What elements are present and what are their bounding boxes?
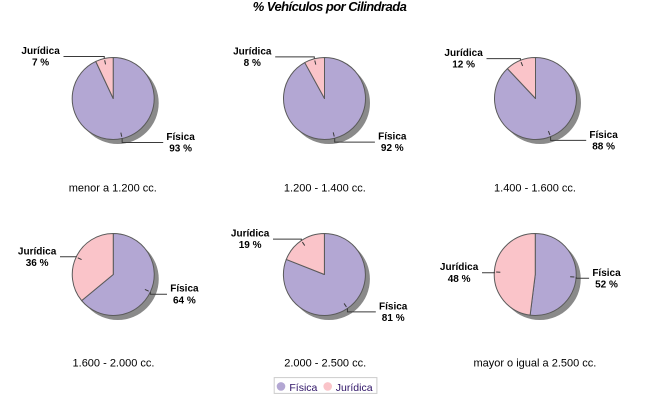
- svg-text:% Vehículos por Cilindrada: % Vehículos por Cilindrada: [253, 0, 407, 14]
- svg-text:36 %: 36 %: [26, 258, 49, 269]
- svg-text:92 %: 92 %: [381, 143, 404, 154]
- svg-text:Física: Física: [289, 382, 317, 394]
- svg-text:Jurídica: Jurídica: [18, 246, 57, 257]
- svg-text:mayor o igual a 2.500 cc.: mayor o igual a 2.500 cc.: [473, 357, 596, 369]
- svg-text:7 %: 7 %: [32, 58, 49, 69]
- svg-text:93 %: 93 %: [169, 144, 192, 155]
- svg-text:12 %: 12 %: [452, 60, 475, 71]
- svg-text:Jurídica: Jurídica: [21, 46, 60, 57]
- svg-text:2.000 - 2.500 cc.: 2.000 - 2.500 cc.: [284, 357, 366, 369]
- svg-text:Física: Física: [166, 132, 195, 143]
- svg-text:1.400 - 1.600 cc.: 1.400 - 1.600 cc.: [494, 182, 576, 194]
- svg-text:Jurídica: Jurídica: [444, 48, 483, 59]
- svg-text:Jurídica: Jurídica: [231, 229, 270, 240]
- svg-text:88 %: 88 %: [592, 142, 615, 153]
- svg-text:Jurídica: Jurídica: [440, 262, 479, 273]
- svg-text:Jurídica: Jurídica: [336, 382, 373, 394]
- svg-text:Jurídica: Jurídica: [233, 46, 272, 57]
- svg-text:menor a 1.200 cc.: menor a 1.200 cc.: [69, 182, 157, 194]
- svg-text:19 %: 19 %: [239, 240, 262, 251]
- svg-text:1.200 - 1.400 cc.: 1.200 - 1.400 cc.: [284, 182, 366, 194]
- svg-text:Física: Física: [170, 284, 199, 295]
- svg-text:Física: Física: [378, 132, 407, 143]
- svg-text:48 %: 48 %: [448, 274, 471, 285]
- svg-text:8 %: 8 %: [244, 58, 261, 69]
- svg-text:81 %: 81 %: [382, 313, 405, 324]
- svg-text:Física: Física: [589, 130, 618, 141]
- svg-text:Física: Física: [592, 268, 621, 279]
- svg-text:Física: Física: [379, 301, 408, 312]
- svg-text:1.600 - 2.000 cc.: 1.600 - 2.000 cc.: [73, 357, 155, 369]
- svg-text:64 %: 64 %: [173, 295, 196, 306]
- svg-text:52 %: 52 %: [595, 279, 618, 290]
